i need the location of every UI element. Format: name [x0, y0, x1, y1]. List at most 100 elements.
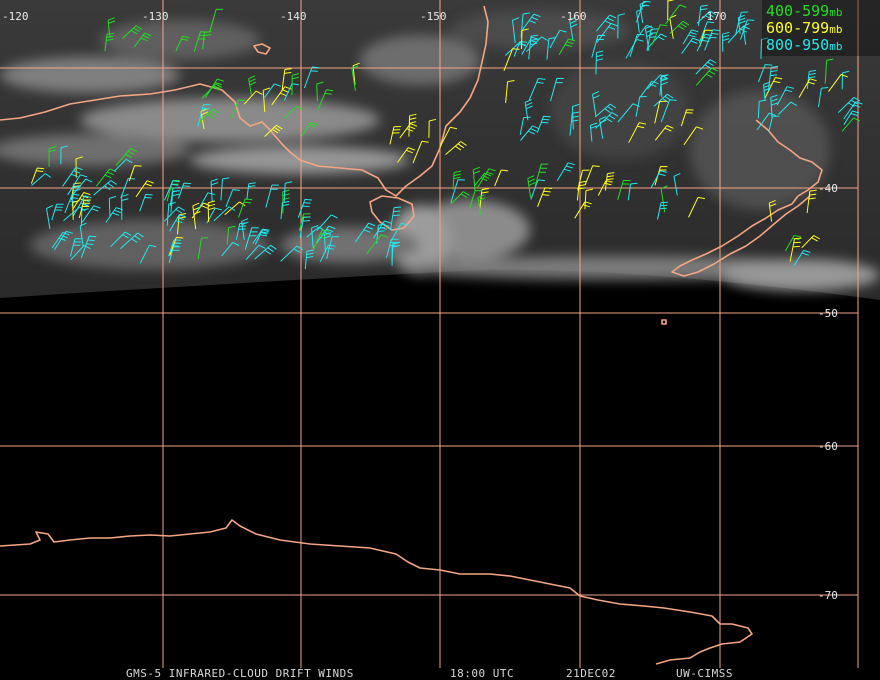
wind-barb	[683, 126, 704, 146]
caption-product: GMS-5 INFRARED-CLOUD DRIFT WINDS	[126, 667, 354, 680]
wind-barb	[235, 222, 247, 240]
wind-barb	[197, 108, 220, 125]
wind-barb	[696, 10, 717, 24]
latitude-label: -60	[818, 440, 838, 453]
wind-barb	[594, 103, 617, 118]
wind-barb	[316, 225, 336, 244]
wind-barb	[428, 118, 437, 138]
wind-barb	[299, 216, 311, 238]
wind-barb	[536, 115, 551, 133]
graticule-grid	[0, 0, 859, 668]
wind-barb	[512, 17, 520, 44]
wind-barb	[75, 156, 83, 178]
wind-barb	[841, 117, 861, 132]
wind-barb	[72, 200, 80, 220]
wind-barb	[177, 182, 191, 199]
wind-barb	[192, 202, 201, 230]
wind-barb	[51, 203, 64, 221]
island-coastline	[661, 319, 667, 325]
wind-barb	[450, 191, 470, 205]
wind-barb	[389, 126, 401, 145]
wind-barb	[135, 180, 154, 198]
wind-barb	[280, 201, 290, 220]
wind-barb	[115, 147, 138, 166]
wind-barb	[445, 141, 467, 155]
australia-coastline	[0, 5, 489, 197]
wind-barb	[659, 74, 669, 96]
wind-barb	[520, 13, 541, 33]
wind-barb	[352, 62, 360, 86]
image-caption: GMS-5 INFRARED-CLOUD DRIFT WINDS 18:00 U…	[126, 667, 732, 680]
wind-barb	[210, 178, 219, 202]
wind-barb	[226, 225, 236, 245]
wind-barb	[550, 77, 564, 102]
wind-barb	[281, 68, 292, 92]
wind-barb	[197, 192, 215, 211]
wind-barb	[254, 244, 277, 260]
wind-barb	[669, 20, 690, 35]
wind-barb	[391, 242, 400, 266]
wind-barb	[577, 169, 590, 191]
wind-barb	[477, 194, 486, 215]
wind-barb	[801, 235, 821, 249]
wind-barb	[168, 242, 182, 263]
wind-barb	[843, 110, 860, 126]
wind-barb	[191, 202, 211, 219]
wind-barb	[617, 13, 626, 39]
wind-barb	[48, 146, 57, 167]
wind-barb	[120, 177, 136, 199]
wind-barb	[96, 168, 117, 187]
wind-barb	[108, 195, 117, 216]
latitude-labels: -40 -50 -60 -70	[818, 182, 838, 602]
wind-barb	[175, 36, 190, 52]
wind-barb	[248, 75, 257, 97]
latitude-label: -40	[818, 182, 838, 195]
wind-barb	[399, 123, 418, 139]
wind-barb	[291, 73, 300, 96]
wind-barb	[520, 125, 540, 141]
wind-barb	[386, 238, 399, 258]
wind-barb	[756, 112, 776, 131]
wind-barb	[372, 220, 392, 239]
wind-barb	[698, 4, 708, 26]
wind-barb	[439, 126, 458, 148]
wind-barb	[704, 29, 720, 51]
wind-barb	[163, 206, 185, 222]
wind-barb	[628, 122, 647, 143]
wind-barb	[67, 174, 88, 196]
wind-barb	[243, 90, 263, 105]
wind-barb	[221, 242, 240, 257]
wind-barb	[665, 4, 687, 25]
longitude-label: -150	[420, 10, 447, 23]
legend-item-800-950: 800-950mb	[766, 36, 842, 54]
wind-barb	[93, 180, 117, 196]
wind-barb	[546, 37, 556, 60]
coastlines	[0, 5, 823, 665]
wind-barb	[355, 222, 376, 243]
wind-barb	[79, 222, 87, 247]
wind-barb	[604, 172, 615, 191]
wind-barb	[584, 188, 593, 210]
wind-barb	[246, 182, 256, 200]
wind-barb	[806, 189, 817, 214]
wind-barb	[476, 168, 496, 189]
new-zealand-south-coastline	[671, 195, 811, 277]
wind-barb	[589, 122, 598, 142]
wind-barb	[304, 249, 314, 270]
wind-barb	[72, 195, 92, 217]
wind-barb	[254, 228, 270, 245]
wind-barb	[225, 189, 240, 207]
wind-barb	[104, 32, 115, 52]
wind-barb	[528, 78, 546, 100]
wind-barb	[843, 101, 863, 120]
wind-barb	[549, 29, 567, 49]
wind-barb	[283, 105, 303, 119]
wind-barb	[297, 198, 312, 218]
wind-barb	[537, 187, 552, 207]
longitude-label: -120	[2, 10, 29, 23]
wind-barb	[303, 66, 320, 89]
wind-barb	[366, 234, 388, 255]
antarctica-coastline	[0, 519, 753, 665]
wind-barb	[569, 111, 580, 136]
wind-barb	[271, 86, 292, 106]
